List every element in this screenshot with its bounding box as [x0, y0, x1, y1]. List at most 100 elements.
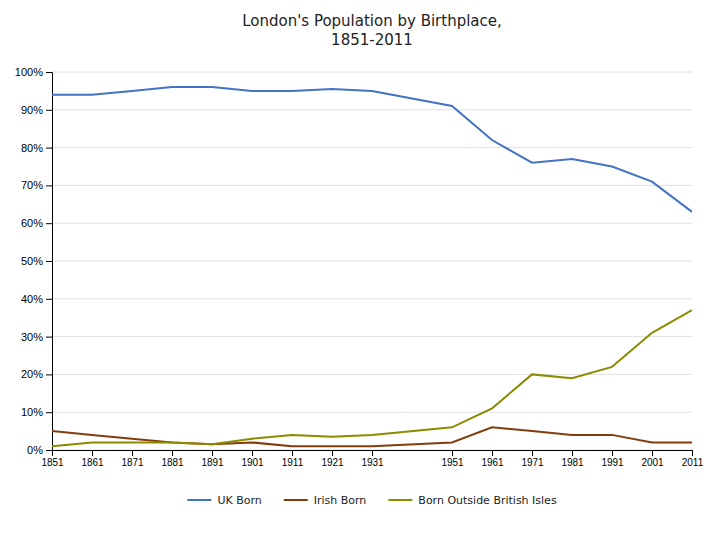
grid-line — [52, 223, 692, 224]
legend-label: Born Outside British Isles — [418, 494, 557, 507]
tick-mark — [572, 450, 573, 456]
y-tick: 60% — [21, 217, 52, 229]
tick-label: 1981 — [561, 457, 584, 468]
x-tick: 1891 — [201, 450, 224, 468]
tick-mark — [92, 450, 93, 456]
tick-label: 1971 — [521, 457, 544, 468]
y-tick: 90% — [21, 104, 52, 116]
x-tick: 1981 — [561, 450, 584, 468]
tick-mark — [492, 450, 493, 456]
legend: UK Born Irish Born Born Outside British Is… — [187, 494, 556, 507]
x-tick: 1971 — [521, 450, 544, 468]
tick-mark — [452, 450, 453, 456]
tick-label: 1871 — [121, 457, 144, 468]
tick-label: 2001 — [641, 457, 664, 468]
tick-label: 80% — [21, 142, 43, 154]
tick-mark — [372, 450, 373, 456]
x-tick: 1881 — [161, 450, 184, 468]
y-tick: 80% — [21, 142, 52, 154]
x-tick: 1921 — [321, 450, 344, 468]
tick-label: 2011 — [682, 457, 704, 468]
grid-line — [52, 147, 692, 148]
axis-line — [46, 73, 53, 451]
y-tick: 70% — [21, 179, 52, 191]
x-tick: 2011 — [682, 450, 704, 468]
x-tick: 1951 — [441, 450, 464, 468]
tick-label: 100% — [15, 66, 43, 78]
tick-mark — [46, 72, 52, 73]
chart: 0% 10% 20% 30% 40% 50% 60% 70% 80% 90% 100% 1851 186… — [0, 0, 720, 540]
x-tick: 1871 — [121, 450, 144, 468]
tick-mark — [46, 261, 52, 262]
tick-label: 30% — [21, 331, 43, 343]
tick-label: 1891 — [201, 457, 224, 468]
y-axis: 0% 10% 20% 30% 40% 50% 60% 70% 80% 90% 100% — [15, 66, 53, 456]
y-tick: 10% — [21, 406, 52, 418]
tick-mark — [252, 450, 253, 456]
tick-label: 1851 — [41, 457, 64, 468]
tick-mark — [692, 450, 693, 456]
legend-swatch — [187, 499, 211, 501]
tick-mark — [46, 223, 52, 224]
tick-label: 50% — [21, 255, 43, 267]
tick-mark — [46, 148, 52, 149]
x-tick: 1991 — [601, 450, 624, 468]
tick-mark — [46, 185, 52, 186]
axis-line — [53, 451, 693, 457]
tick-mark — [612, 450, 613, 456]
grid-line — [52, 336, 692, 337]
x-tick: 1961 — [481, 450, 504, 468]
tick-mark — [46, 412, 52, 413]
tick-mark — [46, 337, 52, 338]
legend-swatch — [388, 499, 412, 501]
legend-label: UK Born — [217, 494, 261, 507]
tick-label: 10% — [21, 406, 43, 418]
tick-mark — [46, 374, 52, 375]
tick-mark — [46, 299, 52, 300]
tick-label: 1921 — [321, 457, 344, 468]
tick-mark — [132, 450, 133, 456]
tick-label: 20% — [21, 368, 43, 380]
tick-label: 1991 — [601, 457, 624, 468]
tick-label: 60% — [21, 217, 43, 229]
tick-mark — [292, 450, 293, 456]
grid-line — [52, 412, 692, 413]
plot: 0% 10% 20% 30% 40% 50% 60% 70% 80% 90% 100% 1851 186… — [15, 66, 704, 468]
tick-mark — [46, 450, 52, 451]
y-tick: 50% — [21, 255, 52, 267]
legend-item: Born Outside British Isles — [388, 494, 557, 507]
tick-label: 1861 — [81, 457, 104, 468]
x-tick: 1931 — [361, 450, 384, 468]
legend-item: UK Born — [187, 494, 261, 507]
grid-line — [52, 109, 692, 110]
tick-label: 70% — [21, 179, 43, 191]
grid-line — [52, 72, 692, 73]
series-line — [52, 310, 692, 446]
x-tick: 1851 — [41, 450, 64, 468]
tick-mark — [212, 450, 213, 456]
tick-mark — [652, 450, 653, 456]
grid-line — [52, 261, 692, 262]
legend-label: Irish Born — [314, 494, 367, 507]
legend-item: Irish Born — [284, 494, 367, 507]
tick-label: 40% — [21, 293, 43, 305]
tick-mark — [172, 450, 173, 456]
x-tick: 2001 — [641, 450, 664, 468]
tick-label: 1911 — [282, 457, 304, 468]
grid-line — [52, 298, 692, 299]
y-tick: 0% — [27, 444, 52, 456]
tick-mark — [46, 110, 52, 111]
grid — [52, 72, 692, 450]
tick-mark — [332, 450, 333, 456]
x-tick: 1861 — [81, 450, 104, 468]
tick-label: 1961 — [481, 457, 504, 468]
grid-line — [52, 185, 692, 186]
tick-mark — [52, 450, 53, 456]
tick-label: 90% — [21, 104, 43, 116]
x-axis: 1851 1861 1871 1881 1891 1901 1911 1921 1931 1951… — [41, 450, 703, 468]
lines — [52, 87, 692, 446]
tick-label: 1901 — [241, 457, 264, 468]
x-tick: 1901 — [241, 450, 264, 468]
title: London's Population by Birthplace,1851-2… — [242, 12, 502, 49]
y-tick: 100% — [15, 66, 52, 78]
